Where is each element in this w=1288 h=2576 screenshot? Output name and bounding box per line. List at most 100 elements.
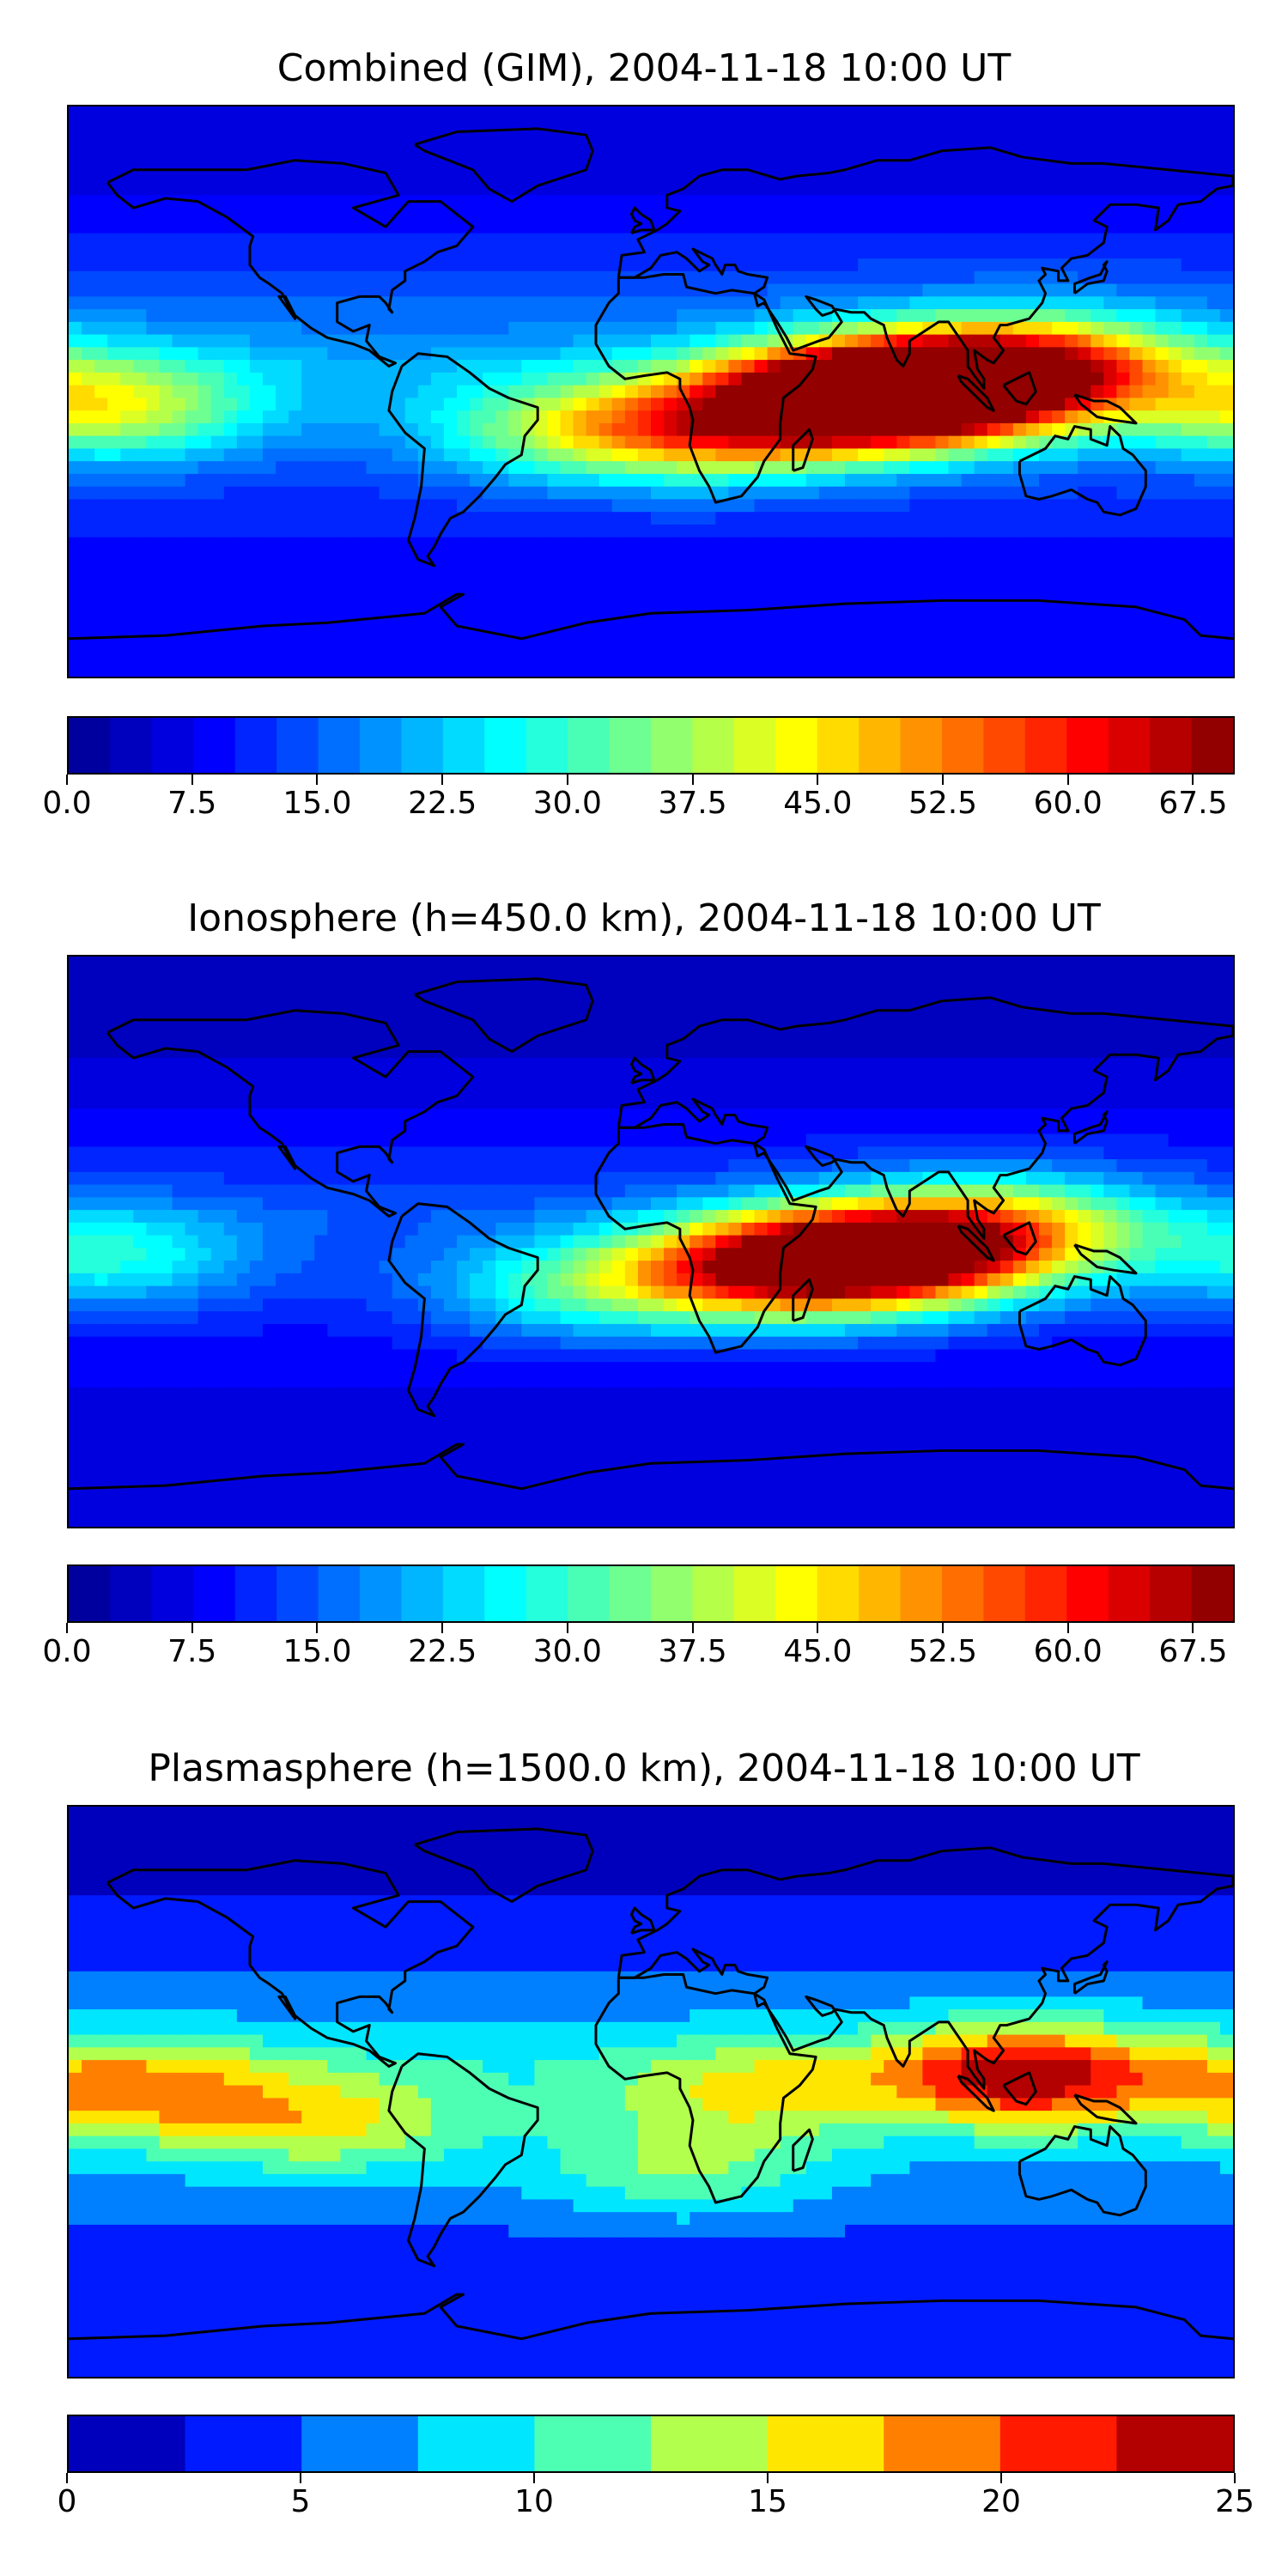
coastline-2	[414, 977, 594, 1054]
colorbar-tick-mark	[691, 775, 694, 785]
coastline-12	[69, 2293, 1233, 2341]
colorbar-tick-mark	[817, 775, 819, 785]
colorbar-tick-label: 52.5	[908, 786, 978, 821]
colorbar-ionosphere	[67, 1564, 1235, 1623]
coastline-0	[106, 1009, 475, 1218]
colorbar-tick-label: 30.0	[532, 1634, 602, 1669]
colorbar-tick-label: 15.0	[283, 1634, 352, 1669]
map-title-combined: Combined (GIM), 2004-11-18 10:00 UT	[276, 46, 1012, 90]
colorbar-tick-label: 7.5	[167, 1634, 217, 1669]
colorbar-swatch	[767, 2416, 884, 2471]
coastline-7	[957, 2075, 995, 2112]
colorbar-swatch	[692, 1566, 735, 1621]
coastline-4	[617, 996, 1233, 1240]
colorbar-tick-label: 0	[57, 2484, 77, 2519]
colorbar-tick-label: 0.0	[42, 1634, 92, 1669]
coastline-7	[957, 1224, 995, 1262]
colorbar-swatch	[942, 718, 985, 773]
colorbar-swatch	[301, 2416, 419, 2471]
colorbar-swatch	[983, 718, 1026, 773]
colorbar-swatch	[900, 718, 943, 773]
colorbar-swatch	[442, 1566, 485, 1621]
colorbar-tick-mark	[942, 775, 944, 785]
colorbar-swatch	[900, 1566, 943, 1621]
map-combined	[67, 105, 1235, 678]
colorbar-swatch	[318, 718, 361, 773]
coastline-8	[1002, 1221, 1037, 1256]
colorbar-swatch	[417, 2416, 535, 2471]
coastline-6	[792, 2128, 814, 2172]
tec-map-combined	[69, 106, 1233, 677]
colorbar-tick-mark	[533, 2473, 535, 2483]
colorbar-swatch	[110, 718, 153, 773]
colorbar-tick-mark	[942, 1623, 944, 1633]
colorbar-swatch	[110, 1566, 153, 1621]
colorbar-swatch	[360, 718, 403, 773]
coastline-4	[617, 146, 1233, 390]
coastline-12	[69, 592, 1233, 641]
colorbar-swatch	[817, 718, 860, 773]
coastline-4	[617, 1846, 1233, 2090]
colorbar-tick-mark	[817, 1623, 819, 1633]
coastline-12	[69, 1443, 1233, 1491]
coastline-9	[1073, 2093, 1138, 2125]
colorbar-tick-label: 15	[748, 2484, 787, 2519]
colorbar-tick-mark	[441, 775, 444, 785]
colorbar-swatch	[609, 718, 652, 773]
colorbar-tick-mark	[1234, 2473, 1236, 2483]
colorbar-tick-mark	[66, 1623, 68, 1633]
colorbar-tick-label: 10	[514, 2484, 554, 2519]
colorbar-swatch	[442, 718, 485, 773]
coastline-10	[1072, 1110, 1109, 1145]
map-title-ionosphere: Ionosphere (h=450.0 km), 2004-11-18 10:0…	[187, 896, 1101, 940]
colorbar-swatch	[69, 1566, 112, 1621]
colorbar-swatch	[276, 1566, 319, 1621]
colorbar-swatch	[775, 718, 818, 773]
colorbar-tick-label: 45.0	[783, 786, 853, 821]
coastline-9	[1073, 1243, 1138, 1275]
colorbar-swatch	[1066, 1566, 1109, 1621]
coastline-2	[414, 127, 594, 204]
coastline-5	[1018, 425, 1147, 517]
map-title-plasmasphere: Plasmasphere (h=1500.0 km), 2004-11-18 1…	[148, 1747, 1140, 1790]
colorbar-swatch	[733, 718, 776, 773]
colorbar-tick-label: 25	[1215, 2484, 1255, 2519]
colorbar-tick-mark	[1000, 2473, 1002, 2483]
colorbar-swatch	[651, 718, 694, 773]
colorbar-combined	[67, 716, 1235, 775]
colorbar-swatch	[859, 1566, 902, 1621]
coastline-7	[957, 374, 995, 412]
colorbar-tick-label: 60.0	[1033, 786, 1103, 821]
colorbar-swatch	[775, 1566, 818, 1621]
coastline-5	[1018, 2125, 1147, 2217]
colorbar-tick-label: 60.0	[1033, 1634, 1103, 1669]
coastline-8	[1002, 2071, 1037, 2106]
colorbar-swatch	[151, 1566, 194, 1621]
colorbar-swatch	[69, 2416, 186, 2471]
coastline-11	[629, 1056, 656, 1084]
coastline-9	[1073, 393, 1138, 425]
colorbar-swatch	[1024, 1566, 1067, 1621]
colorbar-swatch	[1150, 1566, 1193, 1621]
colorbar-tick-mark	[1066, 775, 1069, 785]
colorbar-swatch	[817, 1566, 860, 1621]
colorbar-swatch	[234, 1566, 277, 1621]
colorbar-tick-mark	[316, 775, 319, 785]
colorbar-tick-label: 22.5	[408, 786, 477, 821]
colorbar-swatch	[942, 1566, 985, 1621]
colorbar-swatch	[401, 1566, 444, 1621]
coastline-5	[1018, 1275, 1147, 1367]
colorbar-swatch	[1108, 1566, 1151, 1621]
colorbar-tick-label: 5	[290, 2484, 311, 2519]
colorbar-tick-mark	[1066, 1623, 1069, 1633]
coastline-2	[414, 1827, 594, 1904]
colorbar-swatch	[568, 718, 611, 773]
coastline-6	[792, 428, 814, 472]
colorbar-tick-label: 15.0	[283, 786, 352, 821]
colorbar-swatch	[1024, 718, 1067, 773]
tec-map-ionosphere	[69, 957, 1233, 1527]
colorbar-tick-mark	[316, 1623, 319, 1633]
colorbar-swatch	[651, 1566, 694, 1621]
colorbar-tick-label: 45.0	[783, 1634, 853, 1669]
colorbar-tick-label: 0.0	[42, 786, 92, 821]
